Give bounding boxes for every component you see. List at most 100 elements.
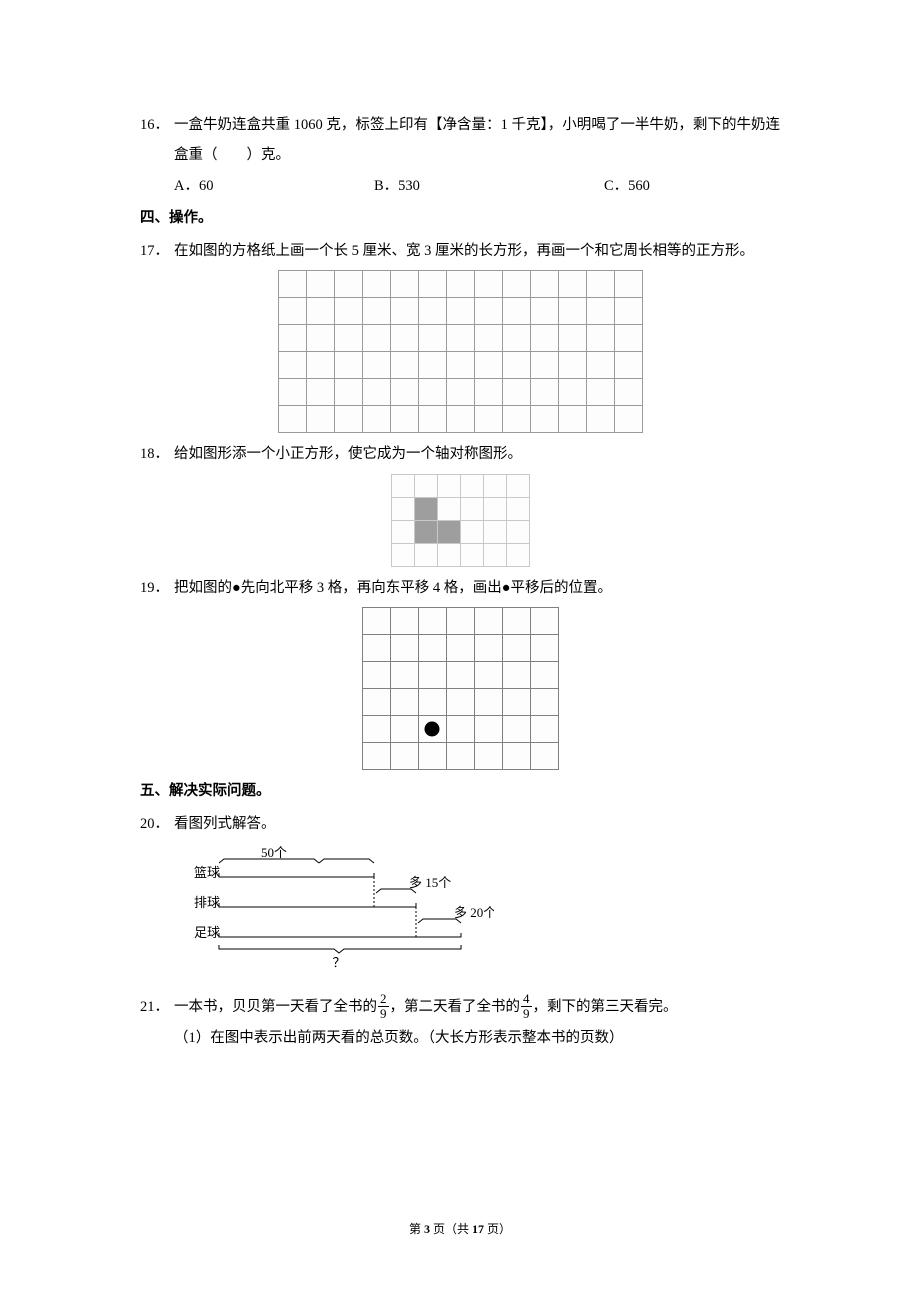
grid-cell — [530, 352, 558, 379]
grid-cell — [446, 271, 474, 298]
question-20: 20． 看图列式解答。 50个 篮球 多 15个 排球 多 20个 足球 ？ — [140, 809, 780, 987]
grid-cell — [614, 379, 642, 406]
footer-total: 17 — [472, 1222, 484, 1236]
grid-cell — [391, 497, 414, 520]
grid-cell — [362, 689, 390, 716]
q19-grid — [362, 607, 559, 770]
grid-cell — [334, 325, 362, 352]
q20-label-question: ？ — [332, 955, 345, 970]
grid-cell — [306, 271, 334, 298]
grid-cell — [502, 635, 530, 662]
dot-icon — [425, 722, 440, 737]
q20-number: 20． — [140, 809, 174, 839]
grid-cell — [530, 298, 558, 325]
grid-cell — [506, 474, 529, 497]
grid-cell — [391, 474, 414, 497]
q17-text: 在如图的方格纸上画一个长 5 厘米、宽 3 厘米的长方形，再画一个和它周长相等的… — [174, 236, 780, 266]
grid-cell — [334, 271, 362, 298]
question-21: 21． 一本书，贝贝第一天看了全书的29，第二天看了全书的49，剩下的第三天看完… — [140, 992, 780, 1053]
grid-cell — [418, 716, 446, 743]
grid-cell — [278, 298, 306, 325]
grid-cell — [460, 497, 483, 520]
grid-cell — [362, 298, 390, 325]
q20-diagram: 50个 篮球 多 15个 排球 多 20个 足球 ？ — [174, 845, 780, 986]
grid-cell — [306, 352, 334, 379]
q20-label-top: 50个 — [261, 845, 287, 860]
q16-options: A．60 B．530 C．560 — [174, 171, 780, 201]
grid-cell — [530, 325, 558, 352]
grid-cell — [474, 608, 502, 635]
grid-cell — [278, 352, 306, 379]
grid-cell — [558, 352, 586, 379]
grid-cell — [530, 608, 558, 635]
grid-cell — [390, 743, 418, 770]
grid-cell — [502, 689, 530, 716]
grid-cell — [474, 379, 502, 406]
footer-middle: 页（共 — [430, 1222, 472, 1236]
q16-option-b: B．530 — [374, 171, 604, 201]
grid-cell — [390, 406, 418, 433]
grid-cell — [418, 271, 446, 298]
grid-cell — [446, 352, 474, 379]
grid-cell — [530, 662, 558, 689]
grid-cell — [446, 662, 474, 689]
grid-cell — [614, 325, 642, 352]
grid-cell — [614, 352, 642, 379]
grid-cell — [558, 406, 586, 433]
grid-cell — [483, 474, 506, 497]
q19-grid-container — [140, 607, 780, 770]
grid-cell — [506, 497, 529, 520]
grid-cell — [437, 497, 460, 520]
grid-cell — [334, 352, 362, 379]
q21-text: 一本书，贝贝第一天看了全书的29，第二天看了全书的49，剩下的第三天看完。 — [174, 992, 780, 1022]
grid-cell — [437, 474, 460, 497]
grid-cell — [474, 716, 502, 743]
q16-text: 一盒牛奶连盒共重 1060 克，标签上印有【净含量：1 千克】，小明喝了一半牛奶… — [174, 110, 780, 171]
q19-number: 19． — [140, 573, 174, 603]
q17-grid-container — [140, 270, 780, 433]
grid-cell — [614, 298, 642, 325]
grid-cell — [390, 635, 418, 662]
grid-cell — [530, 689, 558, 716]
q20-label-basketball: 篮球 — [194, 865, 220, 880]
grid-cell — [306, 406, 334, 433]
footer-prefix: 第 — [409, 1222, 424, 1236]
grid-cell — [614, 271, 642, 298]
q16-option-a: A．60 — [174, 171, 374, 201]
grid-cell — [414, 474, 437, 497]
grid-cell — [418, 406, 446, 433]
q21-p3: ，剩下的第三天看完。 — [533, 999, 678, 1015]
grid-cell — [474, 662, 502, 689]
q20-label-football: 足球 — [194, 925, 220, 940]
grid-cell — [586, 352, 614, 379]
grid-cell — [558, 325, 586, 352]
grid-cell — [390, 352, 418, 379]
question-18: 18． 给如图形添一个小正方形，使它成为一个轴对称图形。 — [140, 439, 780, 566]
page-footer: 第 3 页（共 17 页） — [0, 1217, 920, 1242]
grid-cell — [483, 543, 506, 566]
grid-cell — [586, 325, 614, 352]
grid-cell — [362, 271, 390, 298]
grid-cell — [390, 608, 418, 635]
grid-cell — [460, 543, 483, 566]
grid-cell — [530, 635, 558, 662]
grid-cell — [418, 689, 446, 716]
grid-cell — [418, 608, 446, 635]
grid-cell — [334, 298, 362, 325]
grid-cell — [502, 271, 530, 298]
grid-cell — [278, 379, 306, 406]
grid-cell — [362, 635, 390, 662]
q21-p1: 一本书，贝贝第一天看了全书的 — [174, 999, 377, 1015]
grid-cell — [483, 497, 506, 520]
q21-frac1: 29 — [378, 992, 389, 1020]
q17-number: 17． — [140, 236, 174, 266]
grid-cell — [362, 743, 390, 770]
grid-cell — [446, 743, 474, 770]
q18-number: 18． — [140, 439, 174, 469]
grid-cell — [530, 716, 558, 743]
grid-cell — [558, 298, 586, 325]
q18-grid-container — [140, 474, 780, 567]
grid-cell — [558, 271, 586, 298]
grid-cell — [460, 474, 483, 497]
grid-cell — [474, 635, 502, 662]
